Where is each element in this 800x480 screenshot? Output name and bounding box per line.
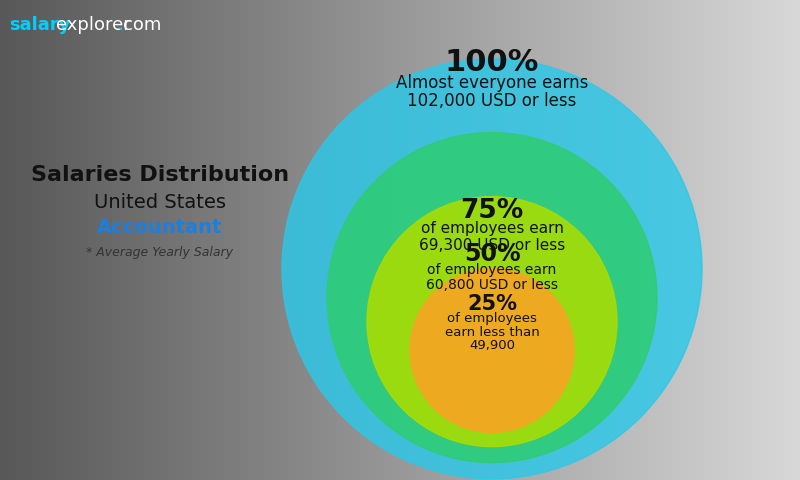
Text: 100%: 100% bbox=[445, 48, 539, 77]
Ellipse shape bbox=[367, 197, 617, 446]
Text: earn less than: earn less than bbox=[445, 326, 539, 339]
Text: 50%: 50% bbox=[464, 241, 520, 265]
Text: salary: salary bbox=[10, 16, 71, 34]
Text: * Average Yearly Salary: * Average Yearly Salary bbox=[86, 246, 234, 259]
Text: of employees earn: of employees earn bbox=[427, 263, 557, 276]
Text: United States: United States bbox=[94, 193, 226, 212]
Text: of employees: of employees bbox=[447, 312, 537, 325]
Text: of employees earn: of employees earn bbox=[421, 221, 563, 236]
Text: 25%: 25% bbox=[467, 294, 517, 314]
Text: 49,900: 49,900 bbox=[469, 339, 515, 352]
Text: Accountant: Accountant bbox=[98, 218, 222, 237]
Text: explorer: explorer bbox=[56, 16, 130, 34]
Text: 102,000 USD or less: 102,000 USD or less bbox=[407, 92, 577, 110]
Text: 69,300 USD or less: 69,300 USD or less bbox=[419, 238, 565, 253]
Text: .: . bbox=[118, 16, 123, 34]
Text: Salaries Distribution: Salaries Distribution bbox=[31, 166, 289, 185]
Text: Almost everyone earns: Almost everyone earns bbox=[396, 74, 588, 92]
Ellipse shape bbox=[327, 132, 657, 463]
Ellipse shape bbox=[410, 268, 574, 432]
Text: com: com bbox=[122, 16, 161, 34]
Text: 60,800 USD or less: 60,800 USD or less bbox=[426, 277, 558, 291]
Ellipse shape bbox=[282, 59, 702, 479]
Text: 75%: 75% bbox=[460, 198, 524, 224]
